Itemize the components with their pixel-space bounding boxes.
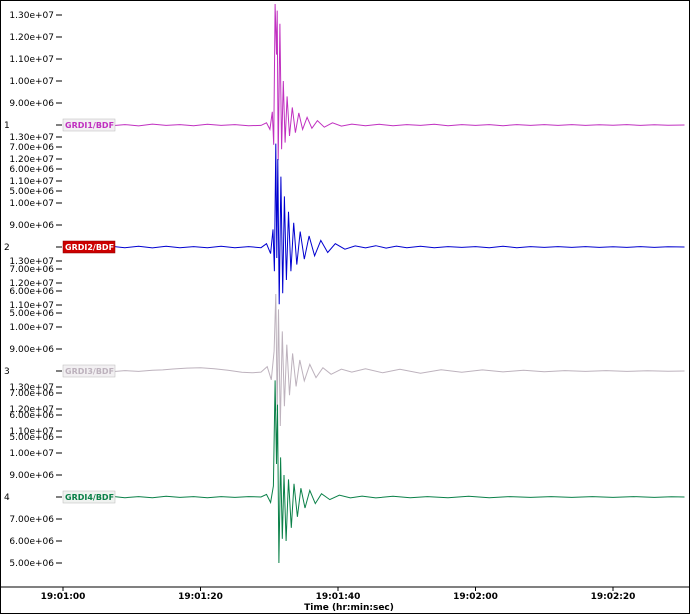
y-tick-label: 7.00e+06: [9, 265, 54, 275]
channel-label[interactable]: GRDI3/BDF: [65, 367, 114, 376]
channel-label-box[interactable]: [62, 490, 116, 504]
x-axis-title: Time (hr:min:sec): [304, 603, 394, 613]
y-tick-label: 5.00e+06: [9, 187, 54, 197]
waveform-trace-1[interactable]: [84, 3, 685, 161]
y-tick-label: 9.00e+06: [9, 345, 54, 355]
y-tick-label: 6.00e+06: [9, 537, 54, 547]
waveform-trace-2[interactable]: [84, 143, 685, 305]
y-tick-label: 7.00e+06: [9, 515, 54, 525]
y-tick-label: 1.00e+07: [9, 77, 54, 87]
y-tick-label: 6.00e+06: [9, 411, 54, 421]
y-tick-label: 7.00e+06: [9, 143, 54, 153]
y-tick-label: 1.00e+07: [9, 449, 54, 459]
y-tick-label: 5.00e+06: [9, 309, 54, 319]
y-tick-label: 1.00e+07: [9, 323, 54, 333]
y-tick-label: 5.00e+06: [9, 433, 54, 443]
y-tick-label: 1.20e+07: [9, 155, 54, 165]
y-tick-label: 1.20e+07: [9, 405, 54, 415]
y-tick-label: 1.20e+07: [9, 279, 54, 289]
y-tick-label: 5.00e+06: [9, 559, 54, 569]
x-tick-label: 19:01:00: [41, 592, 86, 602]
y-tick-label: 7.00e+06: [9, 389, 54, 399]
y-tick-label: 1.10e+07: [9, 55, 54, 65]
y-tick-label: 6.00e+06: [9, 287, 54, 297]
y-tick-label: 1.30e+07: [9, 133, 54, 143]
waveform-trace-3[interactable]: [84, 293, 685, 427]
channel-number: 4: [4, 493, 10, 503]
y-tick-label: 1.00e+07: [9, 199, 54, 209]
channel-number: 1: [4, 121, 10, 131]
x-tick-label: 19:02:00: [453, 592, 498, 602]
channel-label[interactable]: GRDI4/BDF: [65, 493, 114, 502]
y-tick-label: 1.10e+07: [9, 427, 54, 437]
y-tick-label: 1.30e+07: [9, 257, 54, 267]
channel-label[interactable]: GRDI2/BDF: [65, 243, 114, 252]
channel-label[interactable]: GRDI1/BDF: [65, 121, 114, 130]
x-tick-label: 19:02:20: [591, 592, 636, 602]
y-tick-label: 9.00e+06: [9, 221, 54, 231]
y-tick-label: 1.10e+07: [9, 301, 54, 311]
channel-label-box[interactable]: [62, 240, 116, 254]
x-tick-label: 19:01:40: [316, 592, 361, 602]
waveform-trace-4[interactable]: [84, 380, 685, 564]
y-tick-label: 1.10e+07: [9, 177, 54, 187]
channel-number: 2: [4, 243, 10, 253]
channel-number: 3: [4, 367, 10, 377]
y-tick-label: 1.30e+07: [9, 383, 54, 393]
y-tick-label: 1.30e+07: [9, 11, 54, 21]
y-tick-label: 9.00e+06: [9, 99, 54, 109]
channel-label-box[interactable]: [62, 118, 116, 132]
channel-label-box[interactable]: [62, 364, 116, 378]
y-tick-label: 1.20e+07: [9, 33, 54, 43]
y-tick-label: 9.00e+06: [9, 471, 54, 481]
x-tick-label: 19:01:20: [178, 592, 223, 602]
y-tick-label: 6.00e+06: [9, 165, 54, 175]
